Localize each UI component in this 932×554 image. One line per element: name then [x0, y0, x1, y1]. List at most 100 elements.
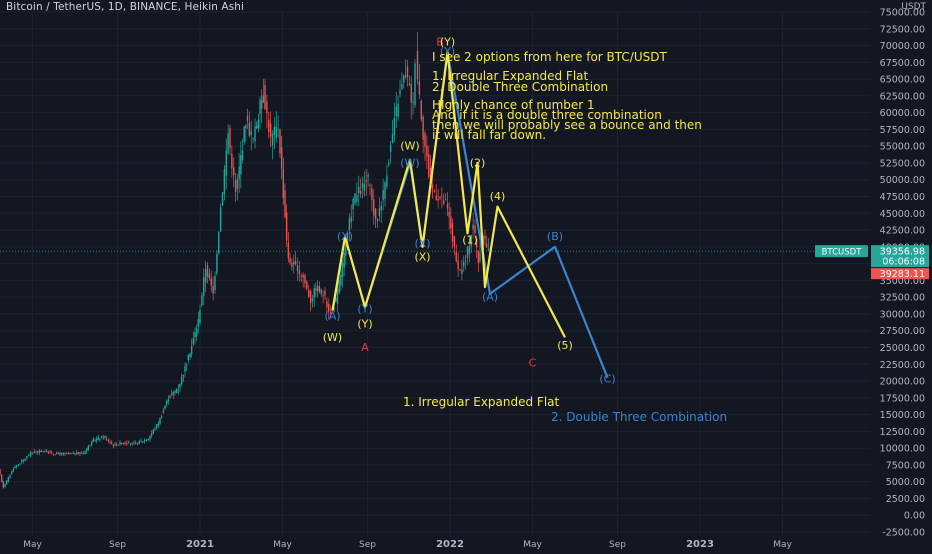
candle-body	[208, 273, 211, 279]
candle-body	[189, 353, 191, 358]
y-tick-label: 75000.00	[880, 8, 925, 19]
candle-body	[19, 463, 21, 465]
candle-body	[373, 199, 375, 216]
candle-body	[92, 438, 95, 442]
annotation-line: And if it is a double three combination	[432, 108, 662, 122]
candle-body	[65, 453, 68, 455]
candle-body	[246, 115, 249, 121]
candle-body	[184, 365, 186, 372]
candle-body	[404, 75, 407, 77]
candle-body	[120, 443, 123, 445]
x-tick-label: 2023	[686, 539, 714, 550]
candle-body	[127, 442, 130, 444]
candle-body	[195, 328, 198, 336]
candle-body	[457, 260, 459, 270]
candle-body	[133, 442, 135, 444]
candle-body	[365, 180, 367, 182]
candle-body	[240, 155, 242, 175]
candle-body	[477, 251, 480, 263]
chart-title: Bitcoin / TetherUS, 1D, BINANCE, Heikin …	[6, 1, 245, 13]
candle-body	[384, 182, 386, 199]
wave-label: B	[436, 36, 444, 49]
x-tick-label: 2022	[436, 539, 464, 550]
candle-body	[294, 261, 297, 265]
candle-body	[293, 261, 295, 265]
candle-body	[233, 167, 235, 176]
candle-body	[361, 183, 364, 188]
candle-body	[451, 223, 454, 242]
candle-body	[109, 441, 111, 443]
y-tick-label: 30000.00	[880, 309, 925, 320]
candle-body	[175, 389, 178, 394]
candle-body	[165, 401, 168, 405]
candle-body	[167, 399, 170, 402]
candle-body	[260, 99, 263, 109]
candle-body	[358, 186, 360, 194]
candle-body	[395, 106, 397, 117]
annotation-line: then we will probably see a bounce and t…	[432, 118, 702, 132]
last-price-text: 39356.98	[880, 247, 925, 258]
candle-body	[206, 265, 209, 277]
candle-body	[459, 269, 461, 271]
low-price-text: 39283.11	[880, 269, 925, 280]
candle-body	[192, 338, 195, 345]
candle-body	[484, 235, 486, 239]
candle-body	[291, 262, 293, 267]
candle-body	[112, 444, 115, 446]
candle-body	[122, 443, 125, 445]
candle-body	[129, 444, 132, 445]
candles-layer	[0, 32, 490, 489]
candle-body	[380, 205, 382, 211]
y-tick-label: 32500.00	[880, 293, 925, 304]
candle-body	[204, 269, 207, 283]
y-tick-label: 22500.00	[880, 360, 925, 371]
y-tick-label: 50000.00	[880, 175, 925, 186]
candle-body	[155, 424, 158, 429]
candle-body	[44, 451, 46, 453]
candle-body	[177, 389, 180, 390]
wave-label: (B)	[547, 230, 563, 243]
y-tick-label: 45000.00	[880, 209, 925, 220]
candle-body	[259, 99, 261, 114]
candle-body	[221, 192, 224, 206]
candle-body	[475, 238, 478, 248]
candle-body	[62, 453, 65, 455]
candle-body	[306, 281, 308, 289]
candle-body	[470, 235, 472, 247]
grid-layer	[0, 11, 870, 536]
candle-body	[74, 453, 76, 455]
y-tick-label: 25000.00	[880, 343, 925, 354]
candle-body	[45, 450, 48, 453]
wave-label: (4)	[490, 190, 506, 203]
candle-body	[422, 116, 424, 140]
candle-body	[444, 199, 447, 200]
candle-body	[410, 84, 412, 103]
candle-body	[426, 145, 428, 157]
candle-body	[287, 242, 290, 259]
candle-body	[50, 452, 53, 454]
candle-body	[389, 144, 392, 153]
candle-body	[386, 175, 388, 187]
candle-body	[69, 453, 71, 455]
candle-body	[403, 75, 405, 83]
candle-body	[28, 455, 30, 456]
candle-body	[371, 188, 373, 200]
wave-label: (W)	[323, 331, 342, 344]
annotation-line: HIghly chance of number 1	[432, 98, 595, 112]
candle-body	[77, 452, 80, 454]
y-tick-label: 72500.00	[880, 24, 925, 35]
wave-label: (Y)	[440, 45, 455, 58]
y-tick-label: 65000.00	[880, 75, 925, 86]
yellow-wave-path	[331, 51, 566, 338]
candle-body	[304, 275, 306, 284]
candle-body	[57, 453, 60, 454]
y-tick-label: 12500.00	[880, 427, 925, 438]
wave-label: (C)	[599, 372, 615, 385]
candle-body	[399, 90, 401, 95]
candle-body	[162, 410, 165, 413]
annotation-line: it will fall far down.	[432, 128, 546, 142]
candle-body	[194, 332, 196, 337]
wave-label: (W)	[400, 156, 419, 169]
